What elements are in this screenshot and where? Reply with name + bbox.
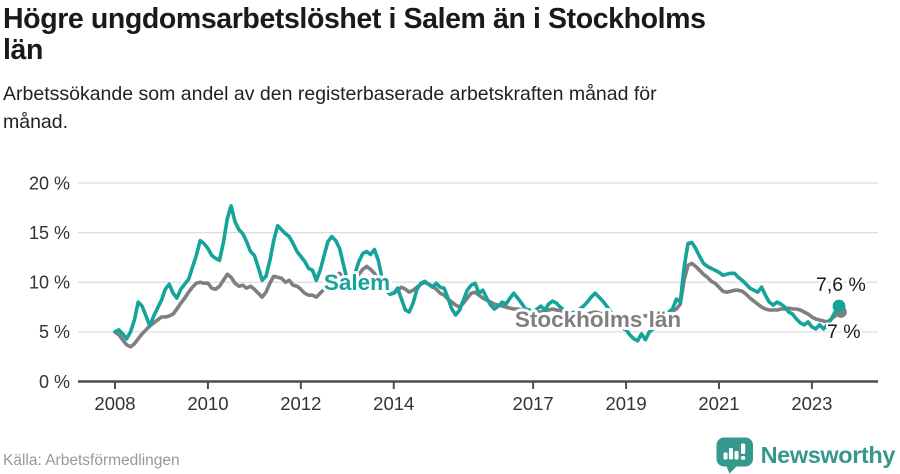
x-tick-label-2017: 2017 <box>513 393 554 414</box>
newsworthy-logo: Newsworthy <box>716 437 895 474</box>
page-title: Högre ungdomsarbetslöshet i Salem än i S… <box>3 3 897 67</box>
x-tick-label-2023: 2023 <box>791 393 832 414</box>
y-tick-label-0: 0 % <box>39 372 70 392</box>
stockholm-end-value-label: 7 % <box>827 321 861 343</box>
title-line-2: län <box>3 34 43 67</box>
x-tick-label-2014: 2014 <box>373 393 414 414</box>
y-tick-label-5: 5 % <box>39 322 70 342</box>
x-tick-label-2008: 2008 <box>94 393 135 414</box>
newsworthy-speech-bubble-bar-chart-icon <box>716 437 753 474</box>
stockholm-series-label: Stockholms län <box>515 307 681 332</box>
x-tick-label-2010: 2010 <box>187 393 228 414</box>
salem-end-dot <box>832 299 846 313</box>
chart-header: Högre ungdomsarbetslöshet i Salem än i S… <box>3 3 897 136</box>
stockholm-line <box>113 261 841 349</box>
x-tick-label-2021: 2021 <box>698 393 739 414</box>
salem-series-label: Salem <box>324 270 390 295</box>
y-tick-label-10: 10 % <box>29 273 70 293</box>
page-subtitle: Arbetssökande som andel av den registerb… <box>3 80 897 136</box>
newsworthy-wordmark: Newsworthy <box>760 442 896 468</box>
y-tick-label-15: 15 % <box>29 223 70 243</box>
salem-end-value-label: 7,6 % <box>816 274 866 296</box>
y-tick-label-20: 20 % <box>29 173 70 193</box>
subtitle-line-2: månad. <box>3 110 69 133</box>
source-note: Källa: Arbetsförmedlingen <box>3 452 180 469</box>
title-line-1: Högre ungdomsarbetslöshet i Salem än i S… <box>3 3 706 35</box>
salem-line <box>113 204 841 343</box>
subtitle-line-1: Arbetssökande som andel av den registerb… <box>3 82 657 105</box>
x-tick-label-2012: 2012 <box>280 393 321 414</box>
x-tick-label-2019: 2019 <box>605 393 646 414</box>
